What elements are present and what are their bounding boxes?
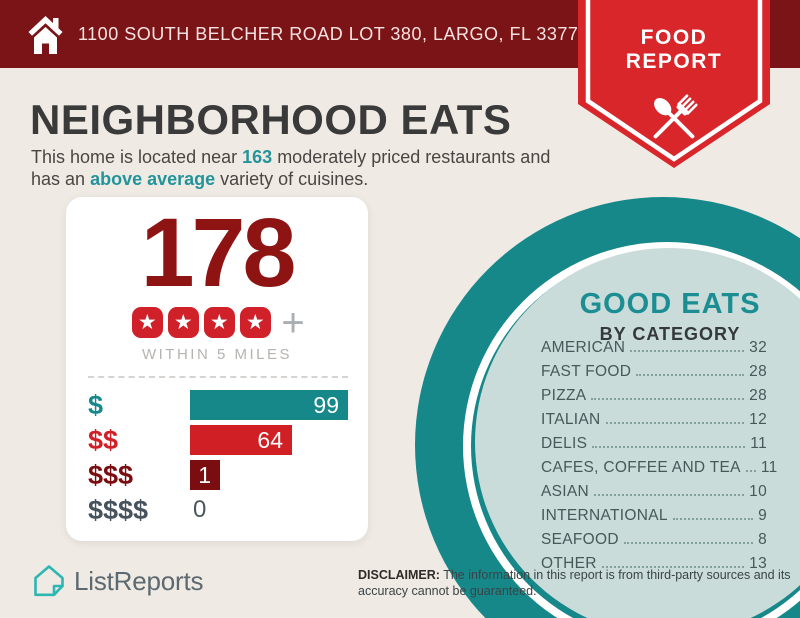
category-name: PIZZA <box>541 387 587 404</box>
price-tier-label: $ <box>88 390 104 420</box>
category-list: AMERICAN 32 FAST FOOD 28 PIZZA 28 ITALIAN 12 DEL… <box>541 339 777 579</box>
price-chart: $99 $$ 64 $$$ 1 $$$$ 0 <box>66 378 368 525</box>
category-leader-dots <box>594 494 745 496</box>
fork-icon <box>653 94 698 139</box>
price-tier-row: $99 <box>88 390 348 420</box>
address-text: 1100 SOUTH BELCHER ROAD LOT 380, LARGO, … <box>78 23 589 44</box>
category-name: OTHER <box>541 555 597 572</box>
category-row: DELIS 11 <box>541 435 767 453</box>
category-leader-dots <box>623 542 754 544</box>
subtitle-highlight: above average <box>90 169 216 189</box>
category-leader-dots <box>605 422 745 424</box>
price-tier-value: 64 <box>257 426 283 453</box>
price-tier-value: 0 <box>193 496 207 523</box>
category-name: SEAFOOD <box>541 531 619 548</box>
price-tier-bar: 99 <box>190 390 348 420</box>
category-value: 28 <box>749 387 767 404</box>
category-value: 11 <box>750 435 767 452</box>
price-tier-bar: 64 <box>190 425 292 455</box>
category-row: INTERNATIONAL 9 <box>541 507 767 525</box>
price-tier-row: $$$$ 0 <box>88 495 348 525</box>
home-icon <box>27 15 64 61</box>
category-value: 32 <box>749 339 767 356</box>
category-leader-dots <box>672 518 754 520</box>
good-eats-title: GOOD EATS <box>579 288 761 320</box>
page-subtitle: This home is located near 163 moderately… <box>31 146 591 190</box>
category-value: 8 <box>758 531 767 548</box>
brand-logo: ListReports <box>33 564 204 598</box>
category-leader-dots <box>601 566 745 568</box>
circle-fill <box>475 248 800 618</box>
subtitle-text: variety of cuisines. <box>220 169 369 189</box>
category-row: CAFES, COFFEE AND TEA 11 <box>541 459 777 477</box>
subtitle-text: This home is located near <box>31 147 238 167</box>
category-value: 10 <box>749 483 767 500</box>
badge-title-line1: FOOD <box>640 26 708 49</box>
star-rating: ★ ★ ★ ★ + <box>66 300 368 345</box>
price-tier-bar: 1 <box>190 460 220 490</box>
star-icon: ★ <box>131 307 163 338</box>
category-row: AMERICAN 32 <box>541 339 767 357</box>
crossed-utensils-icon <box>653 94 698 139</box>
disclaimer-text: The information in this report is from t… <box>443 568 791 582</box>
price-tier-label: $$$$ <box>88 495 149 525</box>
category-name: CAFES, COFFEE AND TEA <box>541 459 741 476</box>
category-value: 12 <box>749 411 767 428</box>
category-leader-dots <box>591 398 745 400</box>
dashed-divider <box>88 376 348 378</box>
category-name: DELIS <box>541 435 588 452</box>
disclaimer-label: DISCLAIMER: <box>358 568 440 582</box>
within-label: WITHIN 5 MILES <box>141 346 292 363</box>
restaurant-count: 178 <box>140 198 297 307</box>
subtitle-text: has an <box>31 169 86 189</box>
price-tier-label: $$$ <box>88 460 134 490</box>
star-icon: ★ <box>203 307 235 338</box>
good-eats-subtitle: BY CATEGORY <box>599 324 741 344</box>
category-row: SEAFOOD 8 <box>541 531 767 549</box>
page-title: NEIGHBORHOOD EATS <box>30 96 512 143</box>
category-row: FAST FOOD 28 <box>541 363 767 381</box>
brand-name: ListReports <box>74 565 204 596</box>
category-name: ASIAN <box>541 483 590 500</box>
category-leader-dots <box>745 470 756 472</box>
subtitle-text: moderately priced restaurants and <box>277 147 551 167</box>
plus-icon: + <box>281 300 305 345</box>
star-icon: ★ <box>239 307 271 338</box>
category-row: PIZZA 28 <box>541 387 767 405</box>
category-value: 28 <box>749 363 767 380</box>
summary-card: 178 ★ ★ ★ ★ + WITHIN 5 MILES $99 $$ 64 $$$ 1 $$$$… <box>66 197 368 541</box>
category-name: ITALIAN <box>541 411 601 428</box>
star-icon: ★ <box>167 307 199 338</box>
disclaimer: DISCLAIMER: The information in this repo… <box>358 567 798 599</box>
category-leader-dots <box>592 446 746 448</box>
category-leader-dots <box>630 350 745 352</box>
price-tier-row: $$$ 1 <box>88 460 348 490</box>
category-value: 11 <box>760 459 778 476</box>
subtitle-count: 163 <box>242 147 273 167</box>
category-name: FAST FOOD <box>541 363 632 380</box>
category-value: 9 <box>758 507 767 524</box>
category-row: OTHER 13 <box>541 555 767 573</box>
category-row: ITALIAN 12 <box>541 411 767 429</box>
disclaimer-text: accuracy cannot be guaranteed. <box>358 584 537 598</box>
price-tier-label: $$ <box>88 425 119 455</box>
price-tier-value: 1 <box>198 461 211 488</box>
badge-title-line2: REPORT <box>625 50 723 73</box>
price-tier-value: 99 <box>313 391 339 418</box>
category-leader-dots <box>636 374 745 376</box>
listreports-logo-icon <box>34 565 64 597</box>
price-tier-row: $$ 64 <box>88 425 348 455</box>
badge-shape <box>578 0 770 168</box>
category-value: 13 <box>749 555 767 572</box>
food-report-badge: FOOD REPORT <box>578 0 770 168</box>
category-name: INTERNATIONAL <box>541 507 668 524</box>
category-row: ASIAN 10 <box>541 483 767 501</box>
category-name: AMERICAN <box>541 339 626 356</box>
